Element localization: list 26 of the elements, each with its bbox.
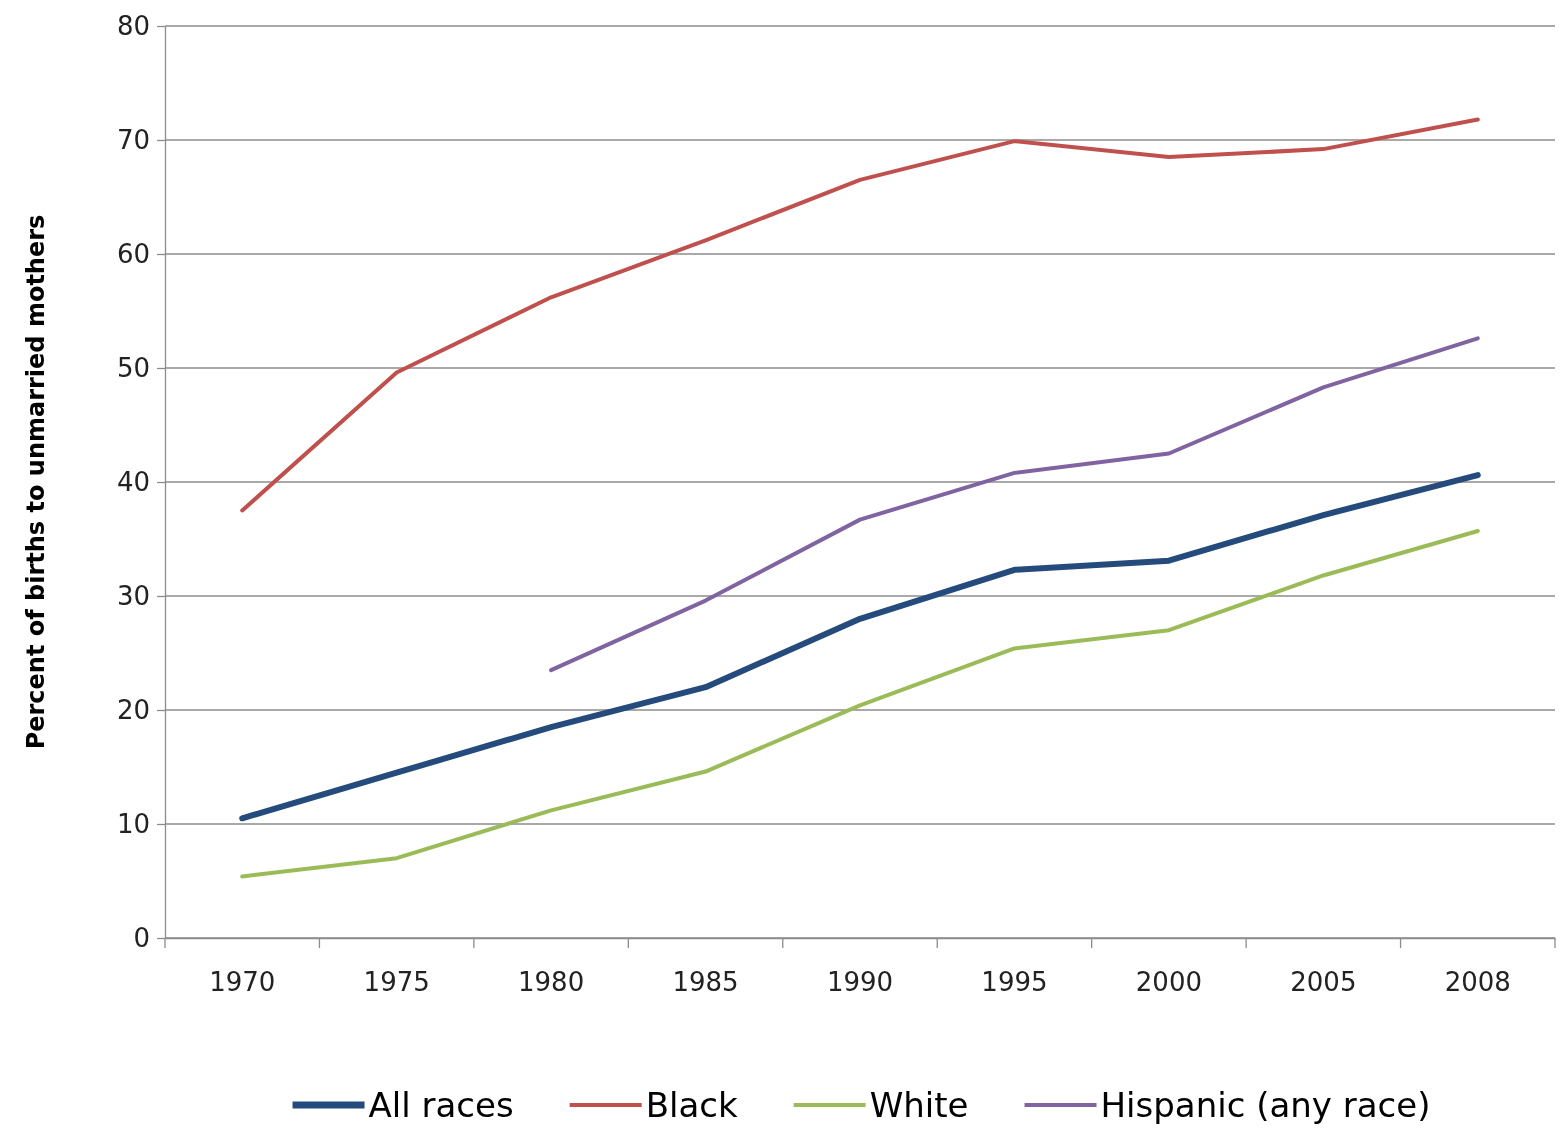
line-series [240, 529, 1480, 879]
x-tick-label: 2000 [1135, 967, 1202, 997]
x-tick-label: 1995 [981, 967, 1048, 997]
legend-label: Black [645, 1085, 738, 1125]
line-series [240, 117, 1480, 513]
x-tick-label: 2005 [1290, 967, 1357, 997]
y-tick-label: 50 [116, 352, 150, 383]
y-tick-label: 70 [116, 124, 150, 155]
y-tick-label: 60 [116, 238, 150, 269]
x-tick-label: 1975 [363, 967, 430, 997]
y-tick-label: 20 [116, 694, 150, 725]
y-tick-label: 10 [116, 808, 150, 839]
y-tick-label: 40 [116, 466, 150, 497]
x-tick-label: 1980 [518, 967, 585, 997]
legend-label: White [869, 1085, 969, 1125]
x-tick-label: 2008 [1444, 967, 1511, 997]
y-tick-label: 0 [133, 922, 150, 953]
x-tick-label: 1985 [672, 967, 739, 997]
y-axis-title: Percent of births to unmarried mothers [22, 214, 50, 750]
legend-label: Hispanic (any race) [1100, 1085, 1431, 1125]
legend-label: All races [368, 1085, 514, 1125]
y-tick-label: 80 [116, 10, 150, 41]
x-tick-label: 1970 [209, 967, 276, 997]
y-tick-label: 30 [116, 580, 150, 611]
line-series [549, 336, 1480, 673]
x-tick-label: 1990 [826, 967, 894, 997]
